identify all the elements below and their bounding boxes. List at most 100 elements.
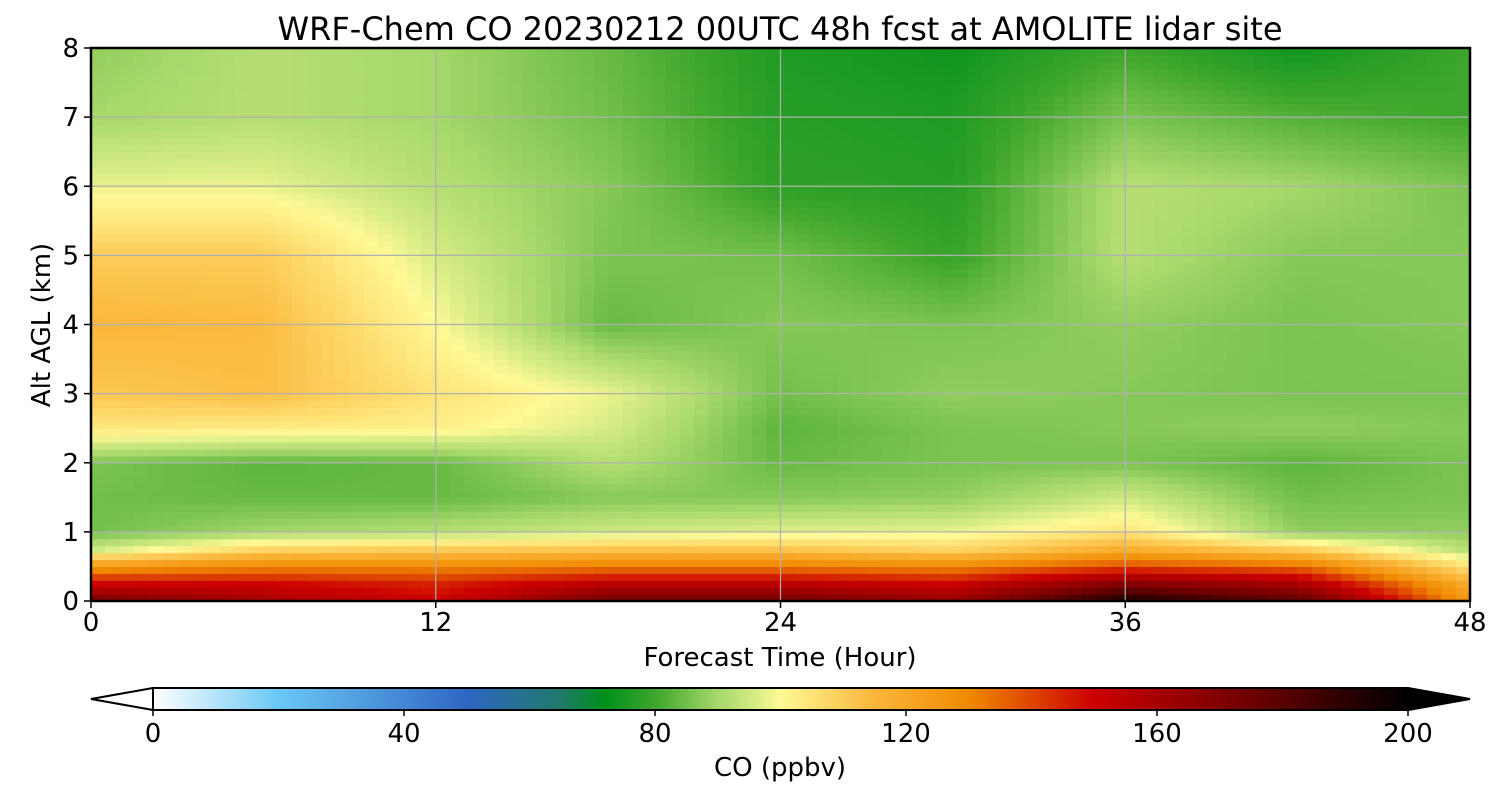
heatmap-cell xyxy=(1225,414,1241,422)
heatmap-cell xyxy=(823,365,839,374)
heatmap-cell xyxy=(1340,296,1356,305)
heatmap-cell xyxy=(450,455,466,464)
heatmap-cell xyxy=(148,303,164,312)
heatmap-cell xyxy=(1326,566,1342,574)
heatmap-cell xyxy=(1441,338,1457,346)
heatmap-cell xyxy=(1254,276,1270,284)
heatmap-cell xyxy=(938,435,954,443)
heatmap-cell xyxy=(981,345,997,353)
heatmap-cell xyxy=(1082,241,1098,250)
heatmap-cell xyxy=(608,317,624,326)
heatmap-cell xyxy=(1053,324,1069,333)
heatmap-cell xyxy=(737,400,753,409)
heatmap-cell xyxy=(306,283,322,291)
heatmap-cell xyxy=(349,435,365,443)
heatmap-cell xyxy=(1125,462,1141,471)
heatmap-cell xyxy=(450,255,466,263)
heatmap-cell xyxy=(306,552,322,561)
heatmap-cell xyxy=(1067,365,1083,374)
heatmap-cell xyxy=(794,400,810,409)
heatmap-cell xyxy=(909,400,925,409)
heatmap-cell xyxy=(435,462,451,471)
heatmap-cell xyxy=(1053,476,1069,485)
heatmap-cell xyxy=(407,566,422,574)
heatmap-cell xyxy=(1441,331,1457,339)
heatmap-cell xyxy=(234,573,250,581)
heatmap-cell xyxy=(464,359,480,367)
heatmap-cell xyxy=(1240,483,1256,491)
heatmap-cell xyxy=(780,407,796,415)
heatmap-cell xyxy=(809,407,825,415)
heatmap-cell xyxy=(1067,352,1083,360)
heatmap-cell xyxy=(651,511,667,519)
heatmap-cell xyxy=(91,310,106,319)
heatmap-cell xyxy=(1283,338,1299,346)
heatmap-cell xyxy=(478,594,494,602)
heatmap-cell xyxy=(550,448,566,457)
heatmap-cell xyxy=(593,303,609,312)
heatmap-cell xyxy=(363,317,379,326)
heatmap-cell xyxy=(292,573,308,581)
heatmap-cell xyxy=(119,448,135,457)
heatmap-cell xyxy=(924,372,940,381)
heatmap-cell xyxy=(234,483,250,491)
heatmap-cell xyxy=(162,511,178,519)
heatmap-cell xyxy=(1340,365,1356,374)
heatmap-cell xyxy=(981,303,997,312)
heatmap-cell xyxy=(249,421,264,429)
heatmap-cell xyxy=(1326,296,1342,305)
heatmap-cell xyxy=(1053,283,1069,291)
heatmap-cell xyxy=(1426,400,1442,409)
heatmap-cell xyxy=(421,331,437,339)
heatmap-cell xyxy=(1082,594,1098,602)
heatmap-cell xyxy=(507,421,523,429)
heatmap-cell xyxy=(909,566,925,574)
heatmap-cell xyxy=(1311,241,1327,250)
heatmap-cell xyxy=(837,296,853,305)
heatmap-cell xyxy=(363,393,379,402)
heatmap-cell xyxy=(1340,289,1356,298)
heatmap-cell xyxy=(1426,587,1442,595)
heatmap-cell xyxy=(1153,276,1169,284)
heatmap-cell xyxy=(866,255,882,263)
heatmap-cell xyxy=(521,421,537,429)
heatmap-cell xyxy=(536,524,552,533)
heatmap-cell xyxy=(723,511,738,519)
heatmap-cell xyxy=(1182,504,1198,512)
heatmap-cell xyxy=(837,587,853,595)
heatmap-cell xyxy=(1168,421,1184,429)
heatmap-cell xyxy=(909,545,925,554)
heatmap-cell xyxy=(1383,538,1399,547)
heatmap-cell xyxy=(723,504,738,512)
heatmap-cell xyxy=(263,435,279,443)
heatmap-cell xyxy=(119,469,135,478)
heatmap-cell xyxy=(148,269,164,277)
heatmap-cell xyxy=(277,269,293,277)
heatmap-cell xyxy=(550,545,566,554)
heatmap-cell xyxy=(105,462,121,471)
heatmap-cell xyxy=(1283,372,1299,381)
heatmap-cell xyxy=(636,338,652,346)
heatmap-cell xyxy=(550,407,566,415)
heatmap-cell xyxy=(1297,566,1313,574)
heatmap-cell xyxy=(967,490,983,498)
heatmap-cell xyxy=(723,365,738,374)
heatmap-cell xyxy=(148,407,164,415)
heatmap-cell xyxy=(651,545,667,554)
heatmap-cell xyxy=(766,303,782,312)
heatmap-cell xyxy=(378,483,394,491)
heatmap-cell xyxy=(320,269,336,277)
heatmap-cell xyxy=(708,428,724,436)
heatmap-cell xyxy=(407,296,422,305)
heatmap-cell xyxy=(493,518,509,526)
heatmap-cell xyxy=(723,289,738,298)
heatmap-cell xyxy=(608,303,624,312)
heatmap-cell xyxy=(421,421,437,429)
heatmap-cell xyxy=(565,338,580,346)
heatmap-cell xyxy=(249,511,264,519)
heatmap-cell xyxy=(938,269,954,277)
heatmap-cell xyxy=(924,580,940,588)
heatmap-cell xyxy=(435,421,451,429)
heatmap-cell xyxy=(1311,421,1327,429)
heatmap-cell xyxy=(1455,269,1471,277)
